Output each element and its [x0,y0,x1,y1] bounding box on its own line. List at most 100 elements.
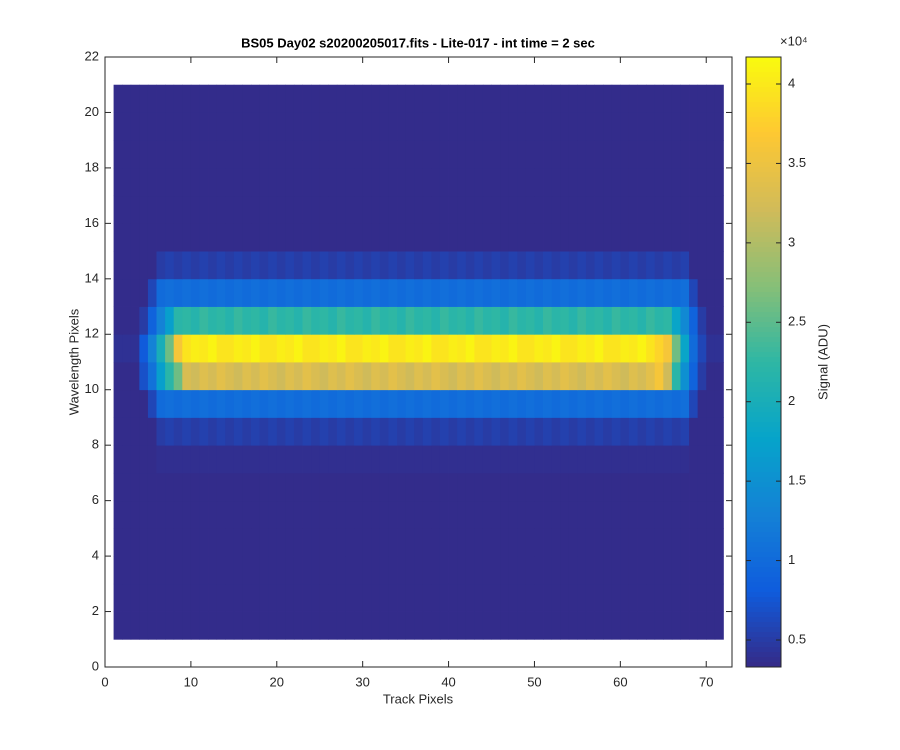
heatmap-cell [311,583,321,612]
heatmap-cell [208,140,218,169]
heatmap-cell [560,223,570,252]
heatmap-cell [147,167,157,197]
heatmap-cell [122,500,132,529]
heatmap-cell [525,472,535,502]
heatmap-cell [199,362,209,391]
heatmap-cell [465,167,475,197]
colorbar-slice [746,212,781,218]
heatmap-cell [594,528,604,557]
heatmap-cell [671,556,681,585]
heatmap-cell [543,528,553,557]
heatmap-cell [482,278,492,307]
heatmap-cell [448,583,458,612]
heatmap-cell [654,445,664,474]
heatmap-cell [156,500,166,529]
heatmap-cell [156,223,166,252]
heatmap-cell [628,251,638,280]
heatmap-cell [637,195,647,224]
heatmap-cell [706,140,716,169]
heatmap-cell [165,528,175,557]
heatmap-cell [577,583,587,612]
colorbar-slice [746,427,781,433]
heatmap-cell [439,306,449,335]
heatmap-cell [585,445,595,474]
heatmap-cell [225,362,235,391]
heatmap-cell [457,583,467,612]
heatmap-cell [336,251,346,280]
x-tick-label: 40 [441,674,455,689]
heatmap-cell [208,417,218,446]
heatmap-cell [156,334,166,363]
heatmap-cell [190,334,200,363]
heatmap-cell [474,223,484,252]
heatmap-cell [414,334,424,363]
heatmap-cell [474,278,484,307]
heatmap-cell [543,334,553,363]
heatmap-cell [585,389,595,418]
heatmap-cell [165,195,175,224]
heatmap-cell [706,500,716,529]
colorbar-slice [746,497,781,503]
heatmap-cell [319,223,329,252]
heatmap-cell [259,583,269,612]
heatmap-cell [680,472,690,502]
heatmap-cell [251,195,261,224]
heatmap-cell [242,112,252,141]
heatmap-cell [319,611,329,640]
heatmap-cell [156,556,166,585]
heatmap-cell [233,445,243,474]
heatmap-cell [285,251,295,280]
heatmap-cell [654,611,664,640]
heatmap-cell [388,500,398,529]
heatmap-cell [388,84,398,113]
heatmap-cell [714,167,724,197]
heatmap-cell [628,611,638,640]
heatmap-cell [491,472,501,502]
heatmap-cell [491,500,501,529]
heatmap-cell [628,556,638,585]
heatmap-cell [663,583,673,612]
heatmap-cell [534,362,544,391]
heatmap-cell [474,362,484,391]
heatmap-cell [216,556,226,585]
heatmap-cell [311,556,321,585]
heatmap-cell [525,417,535,446]
heatmap-cell [508,84,518,113]
colorbar-slice [746,387,781,393]
heatmap-cell [311,140,321,169]
heatmap-cell [345,167,355,197]
heatmap-cell [689,611,699,640]
heatmap-cell [620,583,630,612]
heatmap-cell [371,472,381,502]
heatmap-cell [122,611,132,640]
heatmap-cell [482,417,492,446]
heatmap-cell [637,417,647,446]
heatmap-cell [508,251,518,280]
heatmap-cell [551,112,561,141]
heatmap-cell [139,84,149,113]
heatmap-cell [285,140,295,169]
heatmap-cell [113,500,123,529]
heatmap-cell [122,556,132,585]
heatmap-cell [276,611,286,640]
heatmap-cell [628,389,638,418]
heatmap-cell [182,472,192,502]
heatmap-cell [216,251,226,280]
heatmap-cell [293,583,303,612]
heatmap-cell [139,251,149,280]
heatmap-cell [379,334,389,363]
heatmap-cell [603,223,613,252]
heatmap-cell [706,472,716,502]
heatmap-cell [491,140,501,169]
heatmap-cell [431,528,441,557]
heatmap-cell [663,334,673,363]
colorbar-box [745,56,782,668]
heatmap-cell [388,472,398,502]
heatmap-cell [302,112,312,141]
heatmap-cell [397,583,407,612]
heatmap-cell [474,611,484,640]
heatmap-cell [697,223,707,252]
heatmap-cell [594,362,604,391]
heatmap-cell [568,417,578,446]
heatmap-cell [259,140,269,169]
